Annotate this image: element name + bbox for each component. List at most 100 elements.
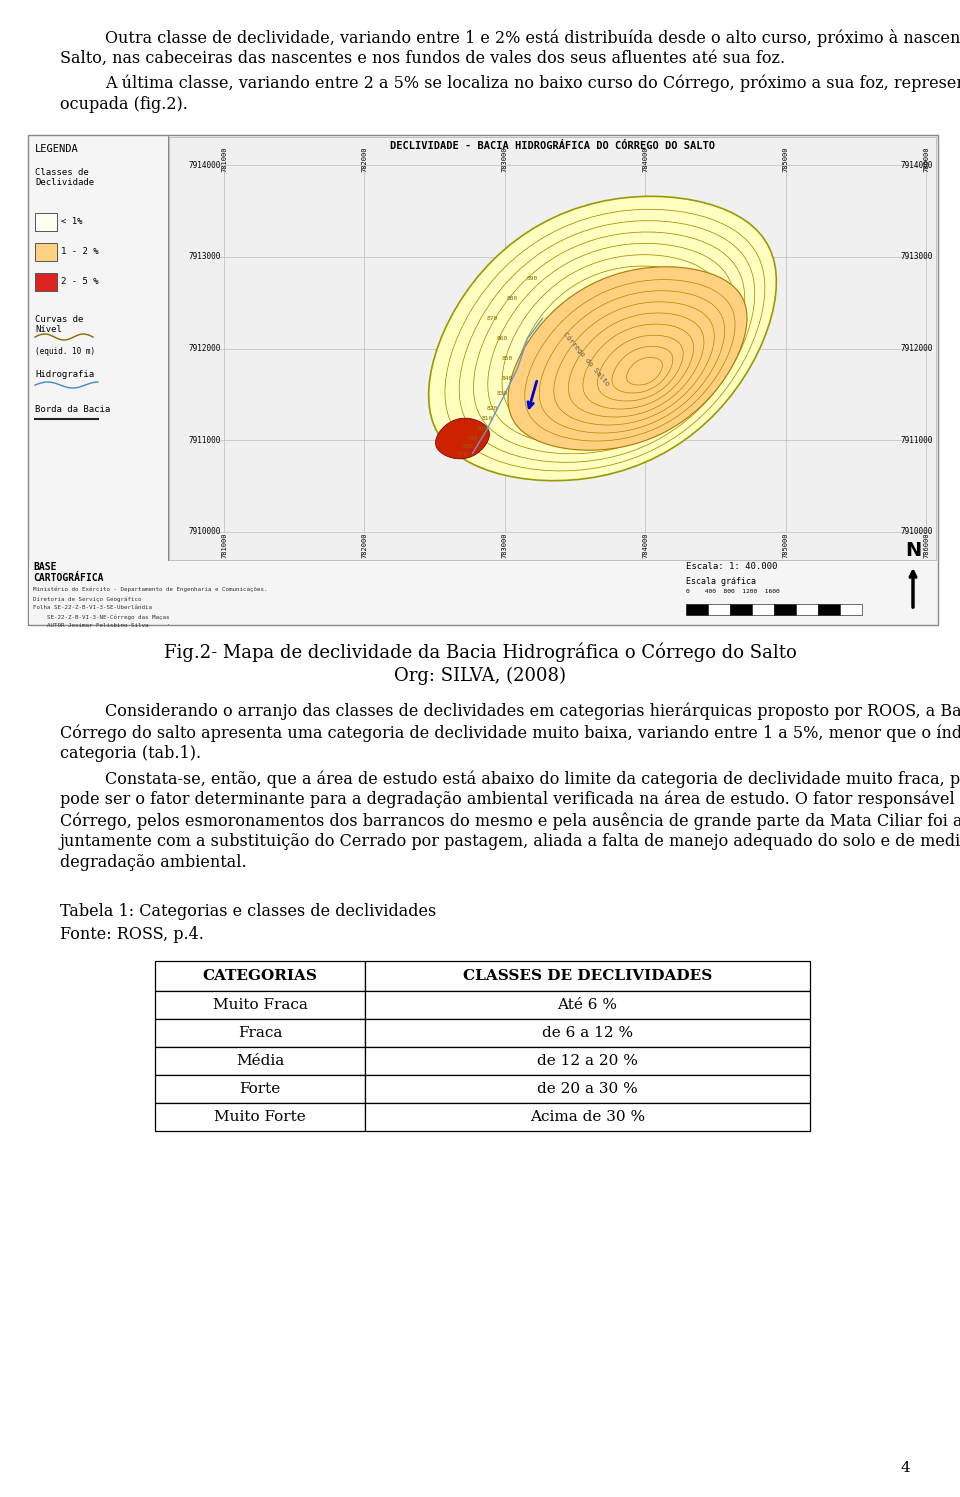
Text: Hidrografia: Hidrografia <box>35 370 94 379</box>
Text: 0    400  800  1200  1600: 0 400 800 1200 1600 <box>686 588 780 594</box>
Text: 7914000: 7914000 <box>188 160 221 169</box>
Text: CARTOGRÁFICA: CARTOGRÁFICA <box>33 573 104 582</box>
Bar <box>155 1046 365 1075</box>
Text: Córrego do Salto: Córrego do Salto <box>563 331 612 386</box>
Bar <box>365 1019 810 1046</box>
Text: de 20 a 30 %: de 20 a 30 % <box>538 1082 637 1096</box>
Text: 785000: 785000 <box>782 147 788 172</box>
Text: Diretoria de Serviço Geográfico: Diretoria de Serviço Geográfico <box>33 596 141 602</box>
Text: de 12 a 20 %: de 12 a 20 % <box>537 1054 638 1067</box>
Bar <box>35 272 57 290</box>
Text: Média: Média <box>236 1054 284 1067</box>
Text: 7911000: 7911000 <box>900 436 933 445</box>
Polygon shape <box>436 418 490 458</box>
Text: 790: 790 <box>467 436 478 442</box>
Bar <box>155 991 365 1019</box>
Text: Ministério do Exército - Departamento de Engenharia e Comunicações.: Ministério do Exército - Departamento de… <box>33 587 268 593</box>
Text: 770: 770 <box>457 452 468 457</box>
Text: 1 - 2 %: 1 - 2 % <box>61 247 99 256</box>
Text: Córrego do salto apresenta uma categoria de declividade muito baixa, variando en: Córrego do salto apresenta uma categoria… <box>60 725 960 741</box>
Text: Fonte: ROSS, p.4.: Fonte: ROSS, p.4. <box>60 927 204 943</box>
Polygon shape <box>508 266 747 451</box>
Text: 2 - 5 %: 2 - 5 % <box>61 277 99 286</box>
Text: BASE: BASE <box>33 561 57 572</box>
Text: (equid. 10 m): (equid. 10 m) <box>35 347 95 356</box>
Bar <box>840 603 862 615</box>
Text: de 6 a 12 %: de 6 a 12 % <box>542 1025 633 1040</box>
Bar <box>35 243 57 260</box>
Text: 870: 870 <box>487 316 498 320</box>
Text: Curvas de
Nível: Curvas de Nível <box>35 314 84 334</box>
Bar <box>818 603 840 615</box>
Text: 786000: 786000 <box>923 531 929 557</box>
Bar <box>365 991 810 1019</box>
Text: 7910000: 7910000 <box>900 527 933 536</box>
Text: 782000: 782000 <box>361 531 368 557</box>
Text: SE-22-Z-B-VI-3-NE-Córrego das Maças: SE-22-Z-B-VI-3-NE-Córrego das Maças <box>33 614 170 620</box>
Bar <box>155 961 365 991</box>
Text: Borda da Bacia: Borda da Bacia <box>35 406 110 415</box>
Text: A última classe, variando entre 2 a 5% se localiza no baixo curso do Córrego, pr: A última classe, variando entre 2 a 5% s… <box>105 75 960 93</box>
Text: 860: 860 <box>497 335 508 341</box>
Text: 7911000: 7911000 <box>188 436 221 445</box>
Text: Org: SILVA, (2008): Org: SILVA, (2008) <box>394 668 566 686</box>
Text: CLASSES DE DECLIVIDADES: CLASSES DE DECLIVIDADES <box>463 969 712 984</box>
Text: 850: 850 <box>502 356 514 361</box>
Text: Folha SE-22-Z-B-VI-3-SE-Uberlândia: Folha SE-22-Z-B-VI-3-SE-Uberlândia <box>33 605 152 609</box>
Bar <box>155 1019 365 1046</box>
Text: Córrego, pelos esmoronamentos dos barrancos do mesmo e pela ausência de grande p: Córrego, pelos esmoronamentos dos barran… <box>60 811 960 829</box>
Text: 780: 780 <box>462 445 473 449</box>
Bar <box>365 1046 810 1075</box>
Text: Outra classe de declividade, variando entre 1 e 2% está distribuída desde o alto: Outra classe de declividade, variando en… <box>105 28 960 46</box>
Text: juntamente com a substituição do Cerrado por pastagem, aliada a falta de manejo : juntamente com a substituição do Cerrado… <box>60 832 960 850</box>
Bar <box>796 603 818 615</box>
Text: Muito Fraca: Muito Fraca <box>212 998 307 1012</box>
Text: N: N <box>905 540 922 560</box>
Polygon shape <box>428 196 777 481</box>
Text: 7910000: 7910000 <box>188 527 221 536</box>
Text: 840: 840 <box>502 376 514 382</box>
Bar <box>774 603 796 615</box>
Text: 7914000: 7914000 <box>900 160 933 169</box>
Text: Fig.2- Mapa de declividade da Bacia Hidrográfica o Córrego do Salto: Fig.2- Mapa de declividade da Bacia Hidr… <box>163 644 797 663</box>
FancyBboxPatch shape <box>29 561 937 624</box>
Text: Muito Forte: Muito Forte <box>214 1109 306 1124</box>
Text: Escala: 1: 40.000: Escala: 1: 40.000 <box>686 561 778 570</box>
Text: Até 6 %: Até 6 % <box>558 998 617 1012</box>
Text: Considerando o arranjo das classes de declividades em categorias hierárquicas pr: Considerando o arranjo das classes de de… <box>105 704 960 720</box>
Text: 880: 880 <box>507 296 518 301</box>
Text: 783000: 783000 <box>502 147 508 172</box>
Text: 785000: 785000 <box>782 531 788 557</box>
Text: 7913000: 7913000 <box>188 253 221 262</box>
Text: Tabela 1: Categorias e classes de declividades: Tabela 1: Categorias e classes de decliv… <box>60 903 436 921</box>
Bar <box>752 603 774 615</box>
Text: categoria (tab.1).: categoria (tab.1). <box>60 746 202 762</box>
Text: 784000: 784000 <box>642 531 648 557</box>
Text: 7913000: 7913000 <box>900 253 933 262</box>
Text: 781000: 781000 <box>221 147 227 172</box>
FancyBboxPatch shape <box>28 135 938 626</box>
FancyBboxPatch shape <box>169 138 936 560</box>
Bar <box>708 603 730 615</box>
Bar <box>155 1075 365 1103</box>
Bar <box>686 603 708 615</box>
Bar <box>168 135 169 626</box>
Bar <box>365 1103 810 1132</box>
Bar <box>730 603 752 615</box>
Text: 800: 800 <box>477 427 488 431</box>
Text: 784000: 784000 <box>642 147 648 172</box>
Text: Acima de 30 %: Acima de 30 % <box>530 1109 645 1124</box>
Text: pode ser o fator determinante para a degradação ambiental verificada na área de : pode ser o fator determinante para a deg… <box>60 790 960 808</box>
Text: 820: 820 <box>487 406 498 412</box>
Text: Fraca: Fraca <box>238 1025 282 1040</box>
Text: Classes de
Declividade: Classes de Declividade <box>35 168 94 187</box>
Bar <box>365 1075 810 1103</box>
Text: 4: 4 <box>900 1461 910 1475</box>
Text: 781000: 781000 <box>221 531 227 557</box>
Text: 7912000: 7912000 <box>188 344 221 353</box>
Bar <box>35 213 57 231</box>
Text: Forte: Forte <box>239 1082 280 1096</box>
Text: 782000: 782000 <box>361 147 368 172</box>
Text: 810: 810 <box>482 416 493 421</box>
Bar <box>365 961 810 991</box>
